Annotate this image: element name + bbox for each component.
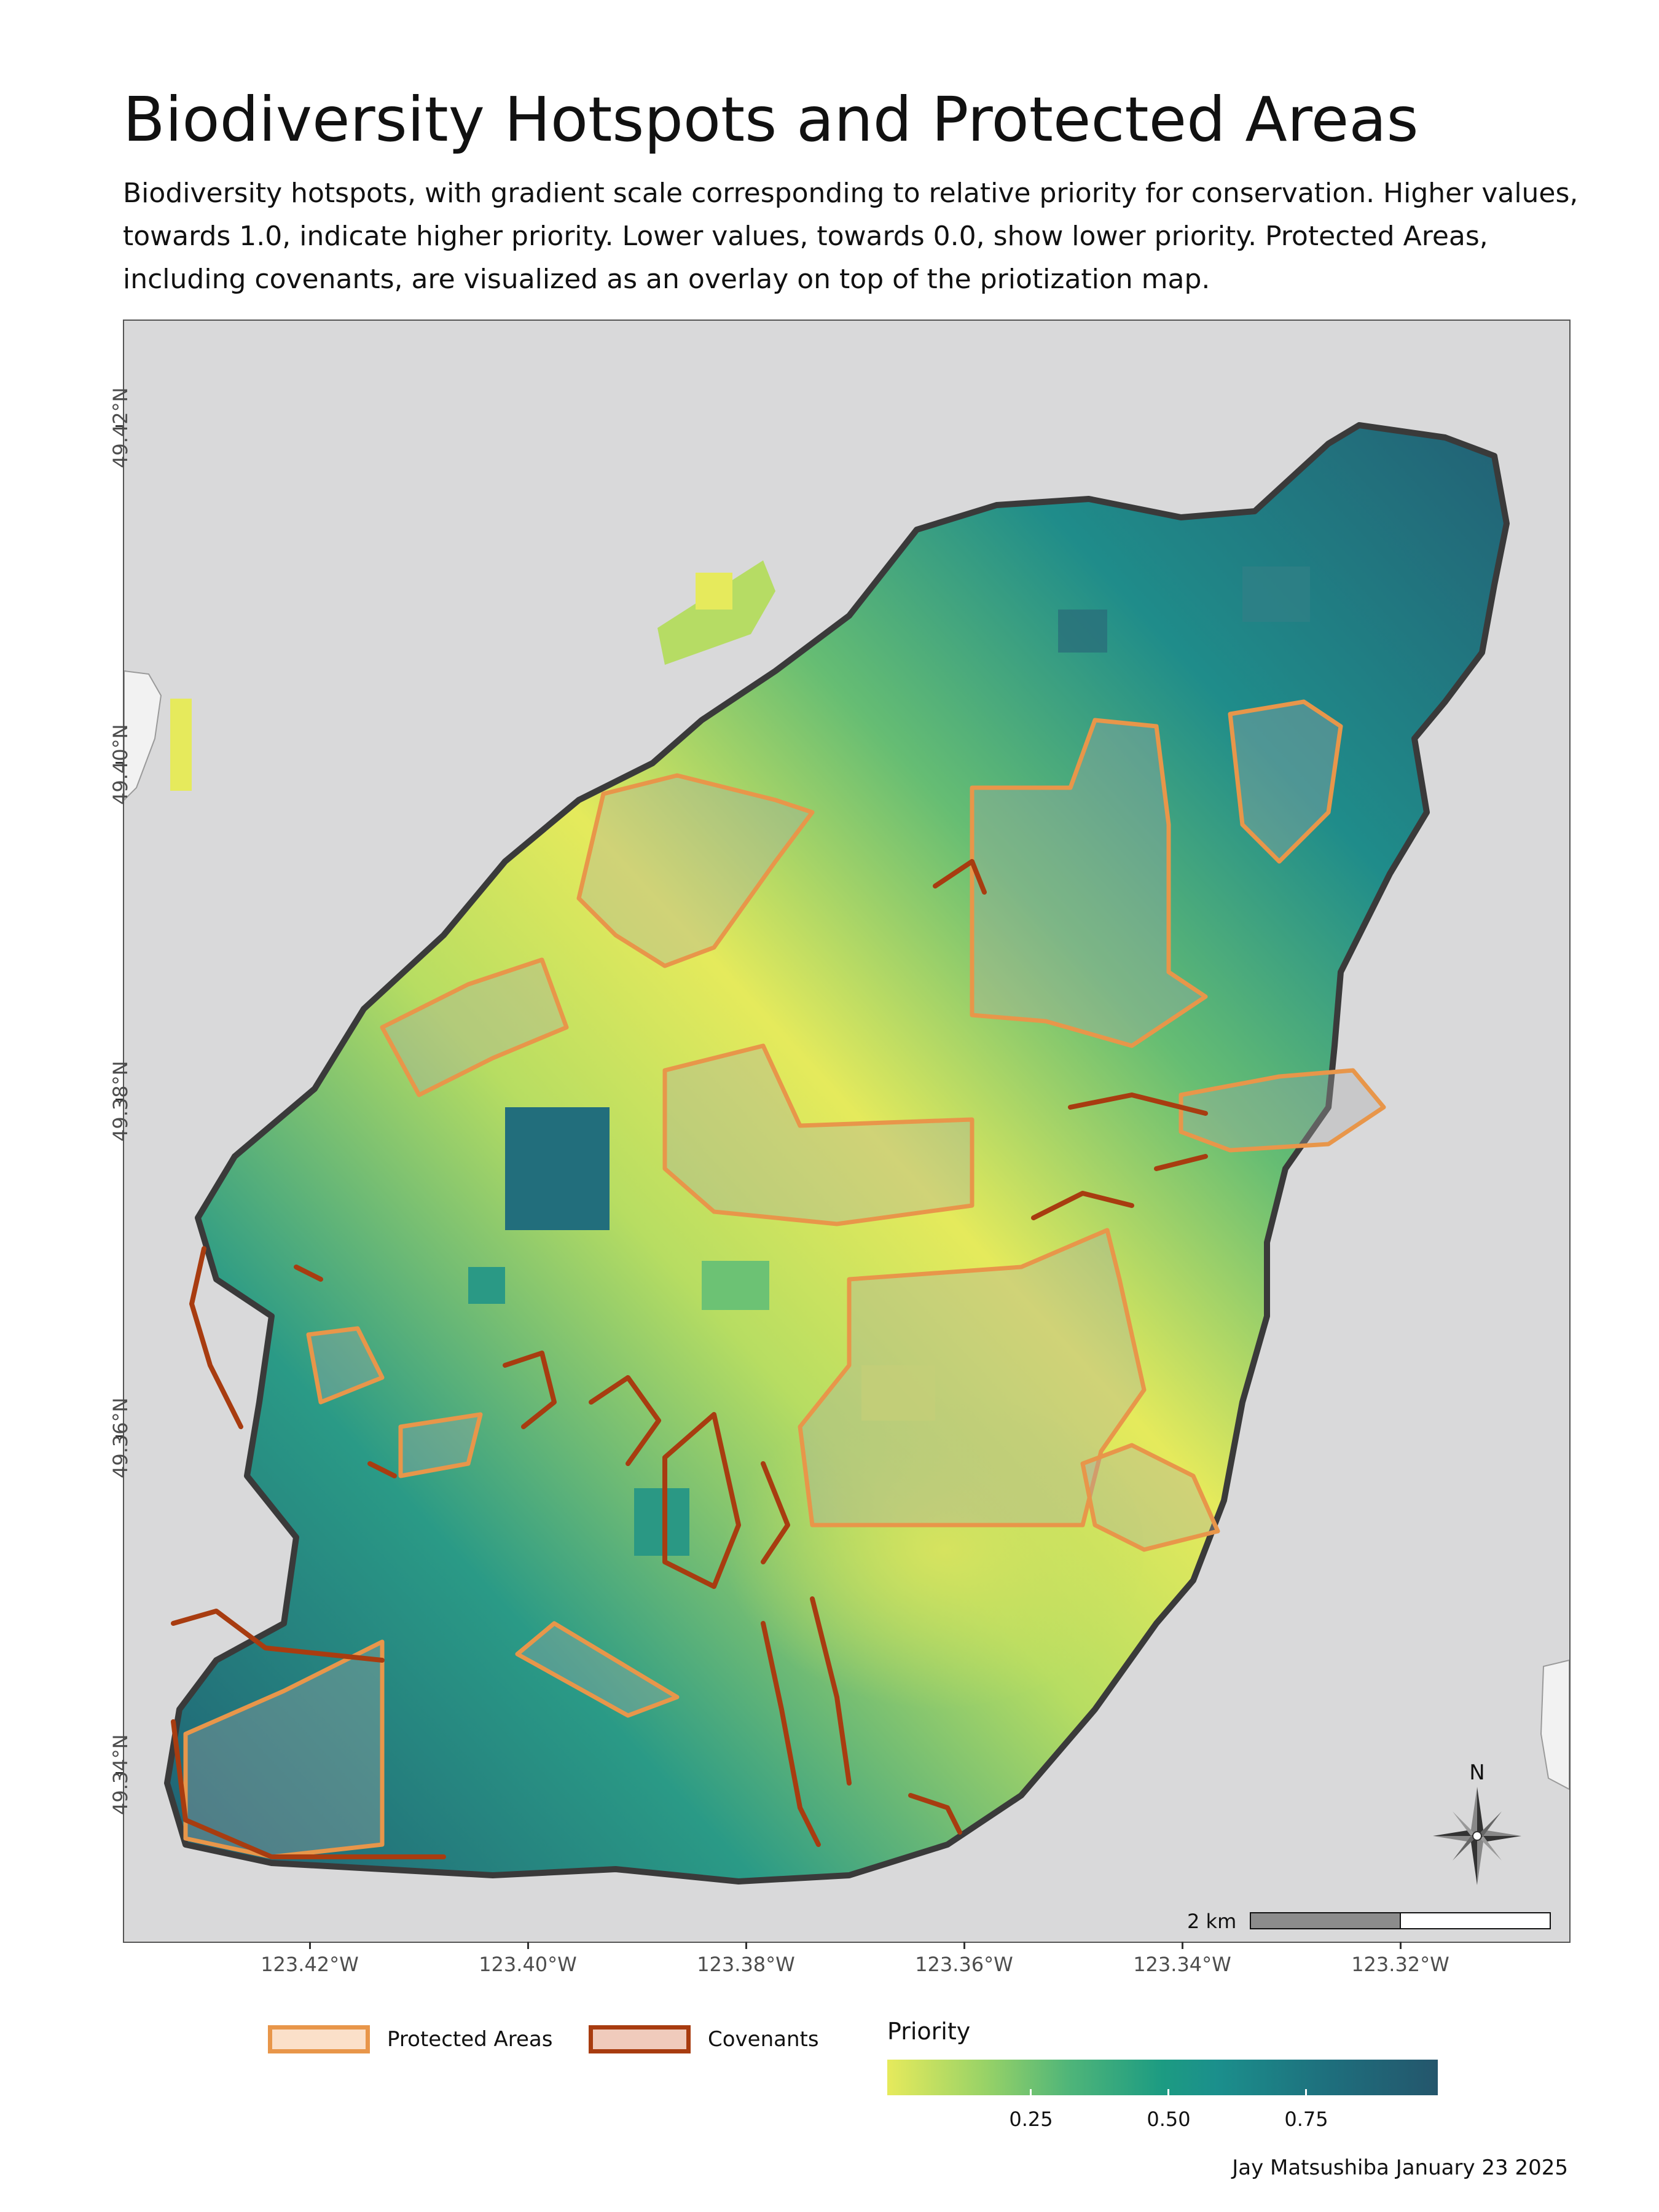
covenant-west-coast	[189, 1246, 243, 1429]
covenants-layer	[171, 859, 1208, 1859]
west-landmass	[124, 670, 162, 801]
main-island	[164, 422, 1510, 1885]
protected-area-central-band	[662, 1043, 975, 1226]
legend-protected-areas-label: Protected Areas	[387, 2027, 553, 2052]
covenant-west-mid	[294, 1265, 397, 1478]
lon-label: 123.34°W	[1133, 1953, 1231, 1976]
priority-tick-mark	[1030, 2089, 1032, 2095]
protected-area-south-west-block	[183, 1639, 385, 1859]
protected-areas-layer	[183, 699, 1386, 1859]
covenant-central-south-a	[662, 1412, 741, 1589]
lon-label: 123.40°W	[479, 1953, 577, 1976]
priority-tick-label: 0.75	[1284, 2108, 1328, 2131]
map-panel[interactable]	[123, 320, 1571, 1943]
lon-label: 123.36°W	[915, 1953, 1013, 1976]
protected-areas-swatch	[268, 2025, 370, 2053]
scale-bar-label: 2 km	[1187, 1910, 1237, 1933]
lon-label: 123.42°W	[261, 1953, 359, 1976]
protected-area-west-ridge	[380, 957, 569, 1097]
lon-tick-mark	[745, 1942, 747, 1949]
covenant-north-strip	[933, 859, 987, 895]
protected-area-west-small	[398, 1412, 483, 1478]
priority-tick-label: 0.50	[1147, 2108, 1191, 2131]
scale-bar	[1250, 1912, 1551, 1929]
covenant-south-east	[908, 1793, 962, 1835]
protected-area-lake-north	[1228, 699, 1343, 864]
priority-tick-mark	[1167, 2089, 1169, 2095]
lon-label: 123.32°W	[1351, 1953, 1449, 1976]
legend-covenants: Covenants	[589, 2023, 819, 2056]
covenant-central-south-b	[761, 1461, 790, 1564]
priority-legend-title: Priority	[887, 2018, 971, 2045]
author-credit: Jay Matsushiba January 23 2025	[1232, 2155, 1568, 2180]
map-subtitle: Biodiversity hotspots, with gradient sca…	[123, 178, 1579, 295]
map-title: Biodiversity Hotspots and Protected Area…	[123, 84, 1419, 155]
small-island	[657, 560, 775, 665]
east-landmass	[1540, 1659, 1569, 1790]
priority-tick-mark	[1305, 2089, 1307, 2095]
priority-colorbar	[887, 2060, 1438, 2095]
north-arrow-icon: N	[1433, 1760, 1521, 1885]
protected-area-south-east	[1080, 1443, 1220, 1552]
north-arrow-label: N	[1469, 1760, 1484, 1785]
protected-area-north-central	[970, 718, 1208, 1048]
protected-area-east-band	[1179, 1068, 1386, 1153]
legend-protected-areas: Protected Areas	[268, 2023, 552, 2056]
lat-tick-mark	[116, 1435, 123, 1437]
covenants-swatch	[589, 2025, 691, 2053]
covenant-southwest-coast	[171, 1609, 446, 1859]
map-canvas	[124, 422, 1569, 1885]
west-land-hotspot	[170, 699, 192, 791]
lat-tick-mark	[116, 1772, 123, 1774]
covenant-central-cluster	[503, 1351, 661, 1466]
lon-tick-mark	[527, 1942, 529, 1949]
lon-tick-mark	[963, 1942, 965, 1949]
priority-tick-label: 0.25	[1009, 2108, 1053, 2131]
protected-area-west-lobe	[306, 1326, 385, 1405]
lon-label: 123.38°W	[697, 1953, 795, 1976]
lat-tick-mark	[116, 1099, 123, 1100]
protected-area-south-triangle	[515, 1621, 680, 1718]
lat-tick-mark	[116, 762, 123, 764]
lon-tick-mark	[1400, 1942, 1402, 1949]
protected-area-north-west	[576, 773, 815, 968]
legend-covenants-label: Covenants	[708, 2027, 819, 2052]
covenant-streams	[761, 1596, 852, 1847]
covenant-east-strips	[1031, 1092, 1208, 1220]
protected-area-south-central	[798, 1228, 1147, 1528]
lon-tick-mark	[1182, 1942, 1183, 1949]
lat-tick-mark	[116, 425, 123, 427]
lon-tick-mark	[309, 1942, 311, 1949]
